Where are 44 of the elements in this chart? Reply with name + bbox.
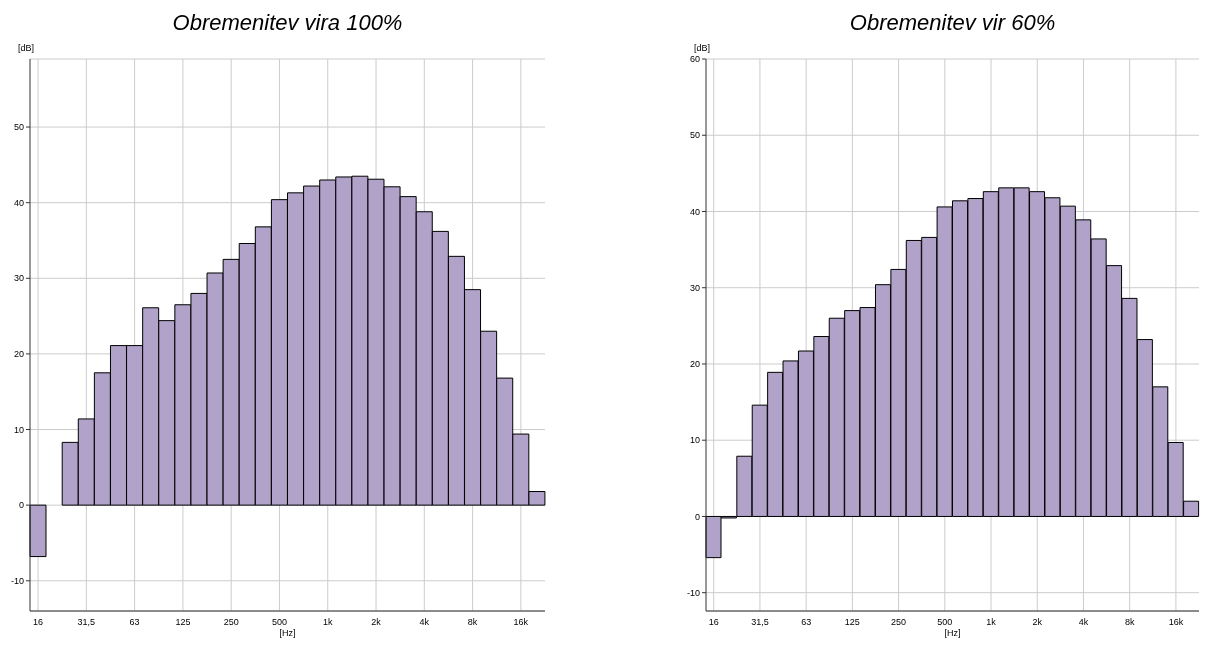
chart-title: Obremenitev vir 60%: [848, 10, 1057, 36]
x-tick-label: 250: [223, 617, 239, 628]
x-tick-label: 16: [33, 617, 44, 628]
chart-title: Obremenitev vira 100%: [171, 10, 404, 36]
y-tick-label: -10: [686, 587, 700, 598]
x-tick-label: 125: [844, 617, 860, 628]
y-tick-label: 50: [689, 130, 700, 141]
x-tick-label: 63: [129, 617, 140, 628]
x-tick-label: 31,5: [751, 617, 769, 628]
y-tick-label: 0: [18, 500, 24, 511]
x-tick-label: 2k: [371, 617, 382, 628]
x-tick-label: 8k: [467, 617, 478, 628]
x-tick-label: 8k: [1124, 617, 1135, 628]
x-tick-label: 500: [937, 617, 953, 628]
x-axis-title: [Hz]: [279, 628, 296, 638]
y-tick-label: 50: [13, 122, 24, 133]
x-tick-label: 2k: [1032, 617, 1043, 628]
y-tick-label: 40: [689, 206, 700, 217]
x-tick-label: 16k: [513, 617, 529, 628]
x-tick-label: 31,5: [77, 617, 96, 628]
x-tick-label: 16k: [1168, 617, 1184, 628]
y-tick-label: 20: [689, 359, 700, 370]
y-tick-label: 20: [13, 349, 24, 360]
x-tick-label: 4k: [419, 617, 430, 628]
y-tick-label: -10: [10, 575, 24, 586]
x-tick-label: 250: [891, 617, 907, 628]
x-tick-label: 63: [801, 617, 812, 628]
y-tick-label: 40: [13, 197, 24, 208]
y-axis-title: [dB]: [17, 43, 34, 54]
x-axis-title: [Hz]: [944, 628, 961, 638]
x-tick-label: 16: [708, 617, 719, 628]
x-tick-label: 125: [175, 617, 191, 628]
y-tick-label: 30: [13, 273, 24, 284]
y-axis-title: [dB]: [693, 43, 710, 54]
y-tick-label: 10: [13, 424, 24, 435]
y-tick-label: 30: [689, 282, 700, 293]
x-tick-label: 500: [271, 617, 287, 628]
bar: [29, 504, 47, 558]
y-tick-label: 10: [689, 435, 700, 446]
x-tick-label: 1k: [986, 617, 997, 628]
y-tick-label: 60: [689, 54, 700, 65]
x-tick-label: 1k: [322, 617, 333, 628]
x-tick-label: 4k: [1078, 617, 1089, 628]
y-tick-label: 0: [694, 511, 700, 522]
